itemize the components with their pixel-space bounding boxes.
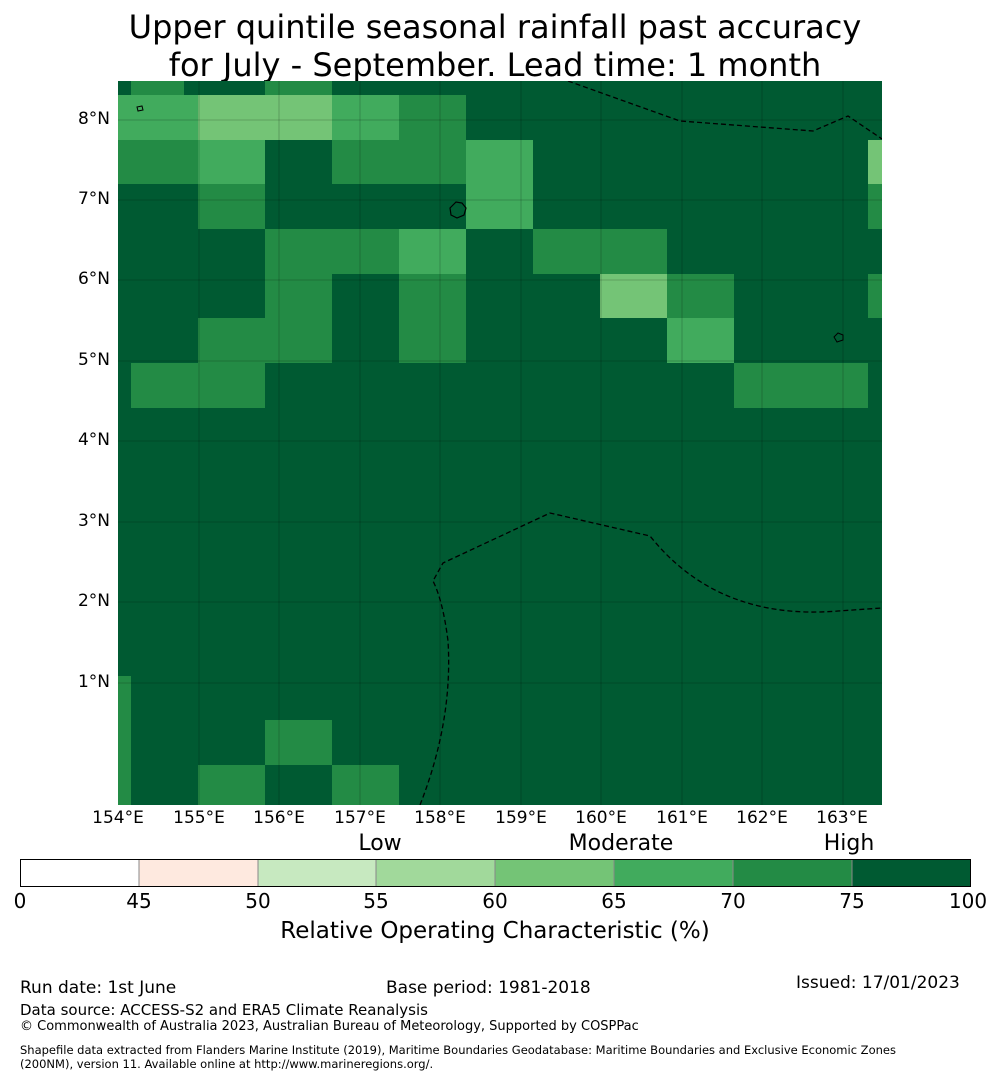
run-date: Run date: 1st June — [20, 978, 177, 998]
grid-cell — [868, 140, 882, 184]
colorbar-label: Relative Operating Characteristic (%) — [280, 918, 710, 944]
colorbar-tick: 70 — [720, 889, 746, 913]
grid-cell — [265, 229, 399, 274]
base-period: Base period: 1981-2018 — [386, 978, 591, 998]
colorbar-segment — [614, 859, 733, 887]
lat-label: 4°N — [77, 430, 110, 450]
lat-label: 7°N — [77, 189, 110, 209]
grid-cell — [118, 140, 198, 184]
island-atoll — [136, 105, 144, 112]
lon-label: 163°E — [816, 808, 868, 828]
colorbar-segment — [20, 859, 139, 887]
lat-label: 1°N — [77, 672, 110, 692]
shapefile-credit-line-2: (200NM), version 11. Available online at… — [20, 1057, 434, 1071]
colorbar-segment — [376, 859, 495, 887]
lon-label: 157°E — [334, 808, 386, 828]
grid-cell — [466, 140, 533, 184]
grid-cell — [667, 318, 734, 363]
colorbar-tick: 55 — [363, 889, 389, 913]
grid-cell — [734, 363, 868, 408]
grid-cell — [667, 274, 734, 318]
grid-cell — [118, 95, 198, 140]
shapefile-credit-line-1: Shapefile data extracted from Flanders M… — [20, 1043, 896, 1057]
colorbar-tick: 0 — [13, 889, 27, 913]
colorbar-segment — [495, 859, 614, 887]
grid-cell — [332, 95, 399, 140]
colorbar — [20, 859, 971, 887]
grid-cell — [198, 318, 332, 363]
grid-cell — [399, 318, 466, 363]
colorbar-segment — [852, 859, 971, 887]
lon-label: 161°E — [656, 808, 708, 828]
lon-label: 154°E — [92, 808, 144, 828]
grid-cell — [198, 765, 265, 805]
colorbar-tick: 75 — [839, 889, 865, 913]
maritime-boundary-south — [419, 512, 882, 805]
colorbar-segment — [258, 859, 376, 887]
grid-cell — [184, 81, 251, 95]
lat-label: 6°N — [77, 269, 110, 289]
map-title-line-1: Upper quintile seasonal rainfall past ac… — [128, 8, 862, 46]
island-pohnpei — [449, 201, 467, 219]
grid-cell — [868, 274, 882, 318]
map-title-line-2: for July - September. Lead time: 1 month — [168, 46, 822, 84]
colorbar-tick: 50 — [245, 889, 271, 913]
graticule — [118, 81, 882, 805]
grid-cell — [332, 765, 399, 805]
grid-cell — [466, 184, 533, 229]
grid-cell — [868, 184, 882, 229]
colorbar-category-high: High — [823, 831, 875, 856]
grid-cell — [118, 676, 131, 805]
grid-cell — [399, 274, 466, 318]
grid-cell — [198, 95, 332, 140]
lat-label: 5°N — [77, 350, 110, 370]
lat-label: 2°N — [77, 591, 110, 611]
island-kosrae — [833, 332, 844, 343]
grid-cell — [198, 140, 265, 184]
grid-cell — [265, 81, 332, 95]
colorbar-tick: 45 — [126, 889, 152, 913]
lon-label: 159°E — [495, 808, 547, 828]
copyright: © Commonwealth of Australia 2023, Austra… — [20, 1019, 639, 1034]
maritime-boundary-north — [567, 81, 882, 140]
colorbar-tick: 100 — [948, 889, 988, 913]
lon-label: 155°E — [173, 808, 225, 828]
lat-label: 8°N — [77, 109, 110, 129]
map-canvas — [118, 81, 882, 805]
issued-date: Issued: 17/01/2023 — [796, 973, 960, 993]
grid-cell — [399, 229, 466, 274]
grid-cell — [399, 95, 466, 140]
lat-label: 3°N — [77, 511, 110, 531]
grid-cell — [533, 229, 667, 274]
grid-cell — [332, 140, 466, 184]
grid-cell — [265, 720, 332, 765]
colorbar-tick: 65 — [601, 889, 627, 913]
lon-label: 162°E — [736, 808, 788, 828]
lon-label: 158°E — [414, 808, 466, 828]
colorbar-tick: 60 — [482, 889, 508, 913]
colorbar-category-moderate: Moderate — [568, 831, 674, 856]
data-source: Data source: ACCESS-S2 and ERA5 Climate … — [20, 1001, 428, 1019]
grid-cell — [600, 274, 667, 318]
grid-cell — [198, 184, 265, 229]
grid-cell — [131, 363, 265, 408]
grid-cell — [265, 274, 332, 318]
colorbar-segment — [733, 859, 852, 887]
grid-cell — [131, 81, 184, 95]
colorbar-category-low: Low — [358, 831, 402, 856]
lon-label: 156°E — [253, 808, 305, 828]
colorbar-segment — [139, 859, 258, 887]
lon-label: 160°E — [575, 808, 627, 828]
